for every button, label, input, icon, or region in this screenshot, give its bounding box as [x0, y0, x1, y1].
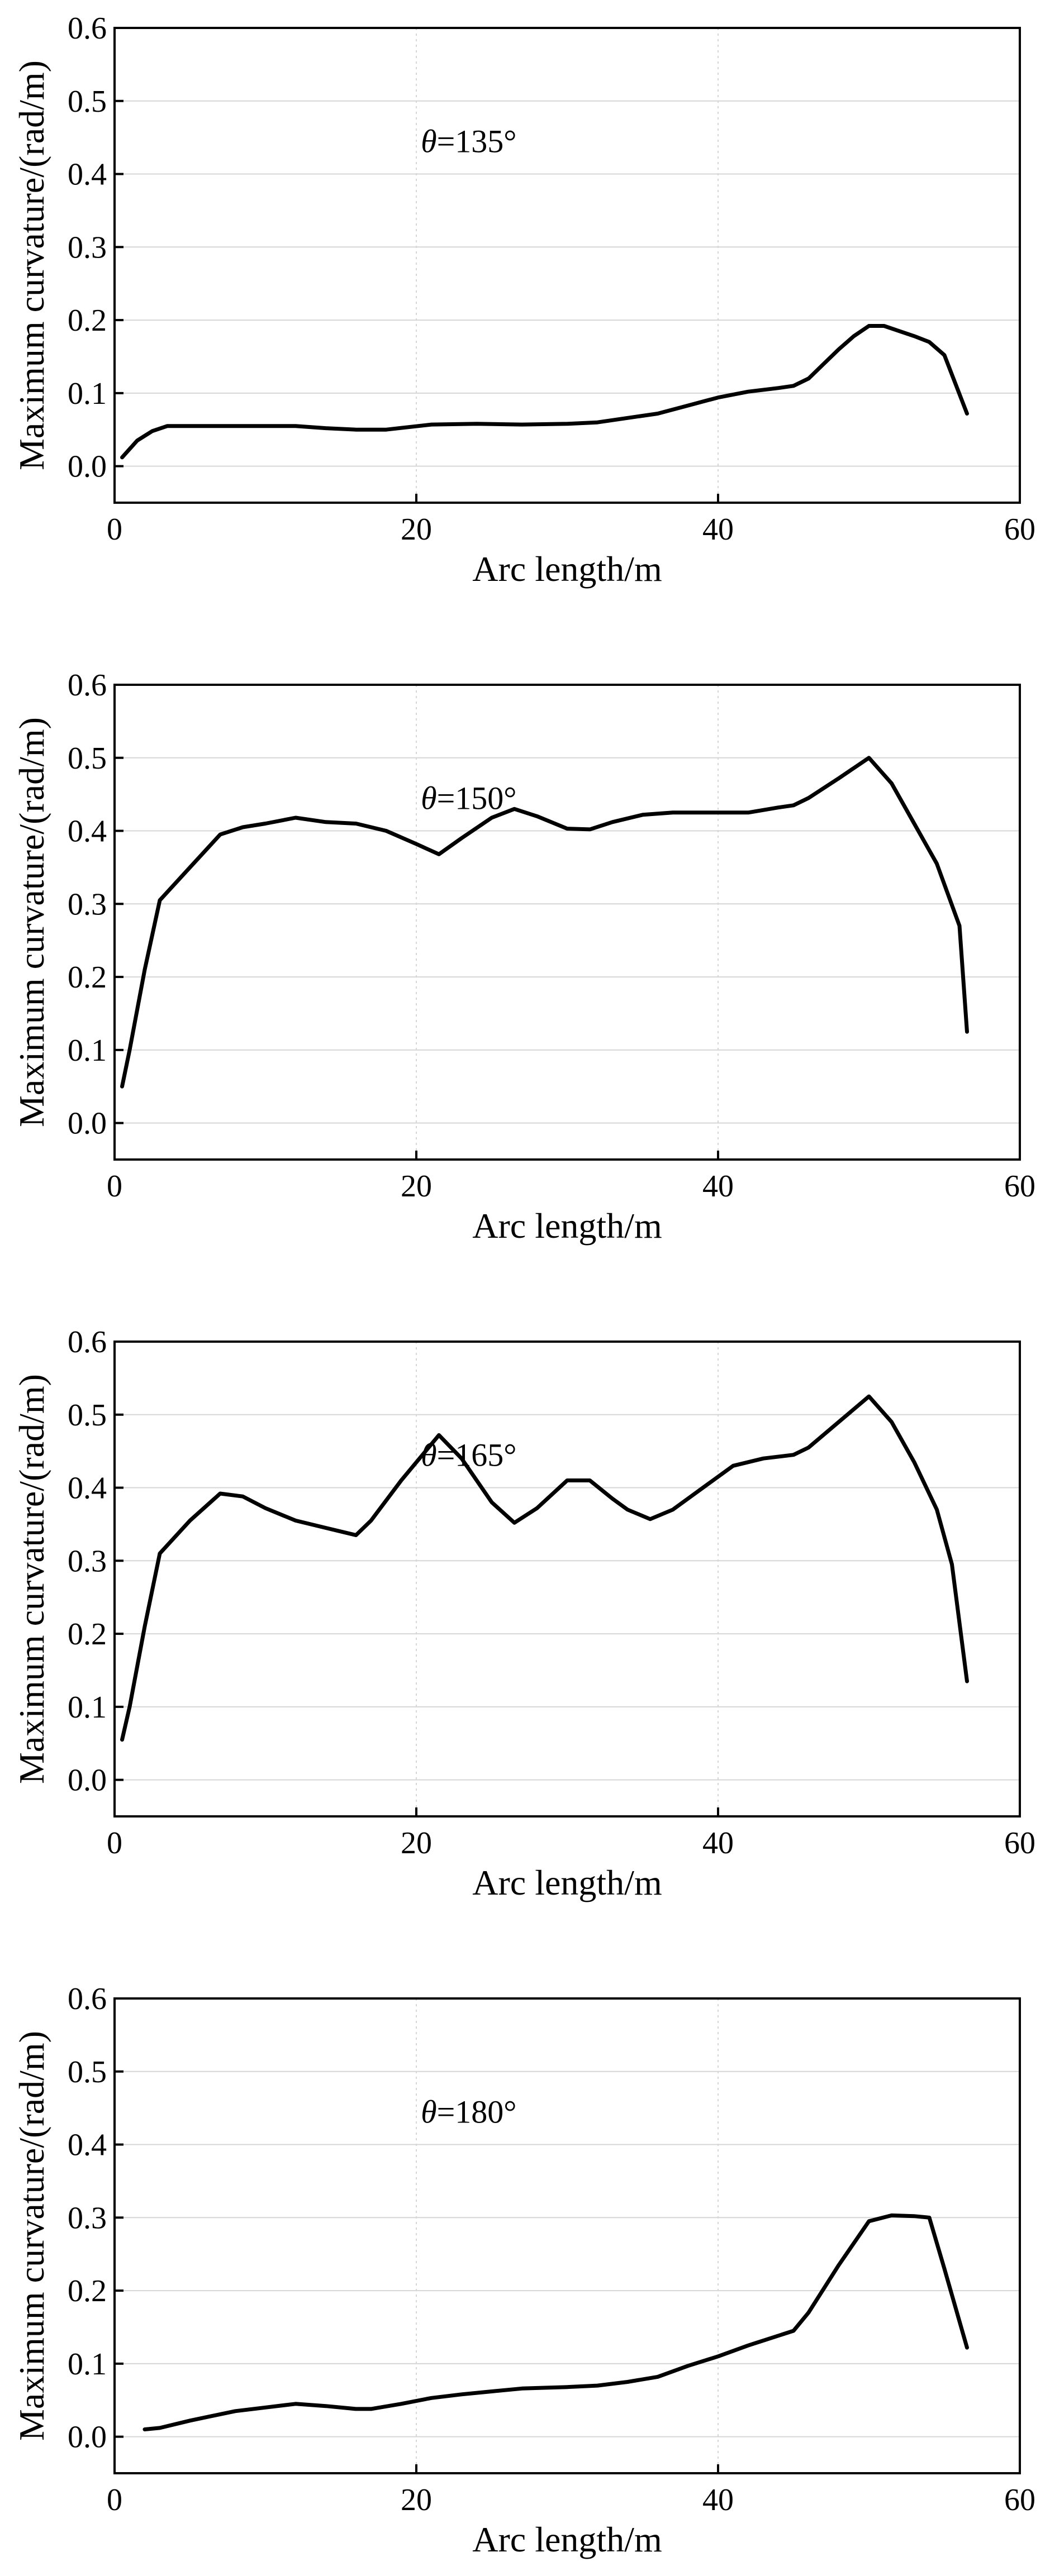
y-tick-label: 0.1: [68, 2347, 107, 2382]
x-tick-label: 60: [1004, 2483, 1035, 2517]
y-tick-label: 0.4: [68, 1471, 107, 1506]
y-axis-title: Maximum curvature/(rad/m): [12, 60, 51, 470]
y-tick-label: 0.4: [68, 814, 107, 849]
x-tick-label: 20: [401, 1826, 432, 1861]
x-tick-label: 60: [1004, 1169, 1035, 1204]
plot-frame: [113, 684, 1021, 1161]
plot-frame: [113, 1341, 1021, 1817]
y-tick-label: 0.6: [68, 668, 107, 703]
theta-annotation: θ=180°: [421, 2093, 516, 2130]
x-axis-title: Arc length/m: [472, 549, 662, 589]
x-tick-label: 20: [401, 1169, 432, 1204]
y-tick-label: 0.2: [68, 960, 107, 995]
theta-annotation: θ=165°: [421, 1437, 516, 1473]
y-tick-label: 0.3: [68, 887, 107, 922]
theta-symbol: θ: [421, 1437, 437, 1473]
y-tick-label: 0.1: [68, 1690, 107, 1725]
y-tick-label: 0.5: [68, 2055, 107, 2090]
chart-panel-3: 0.0 0.1 0.2 0.3 0.4 0.5 0.6 0 20 40 60 θ=165° Arc le…: [12, 1325, 1035, 1902]
theta-value: =165°: [437, 1437, 517, 1473]
y-tick-label: 0.5: [68, 84, 107, 119]
theta-annotation: θ=150°: [421, 780, 516, 816]
series-line: [120, 324, 969, 460]
y-tick-label: 0.3: [68, 230, 107, 265]
plot-frame: [113, 1997, 1021, 2474]
series-line: [120, 1394, 969, 1742]
series-line: [142, 2213, 969, 2431]
x-axis-title: Arc length/m: [472, 2520, 662, 2559]
theta-symbol: θ: [421, 780, 437, 816]
y-tick-label: 0.4: [68, 158, 107, 192]
x-tick-label: 0: [107, 2483, 122, 2517]
y-tick-label: 0.3: [68, 2201, 107, 2235]
y-tick-label: 0.0: [68, 450, 107, 484]
y-axis-title: Maximum curvature/(rad/m): [12, 1374, 51, 1784]
x-tick-label: 40: [702, 512, 734, 547]
y-tick-label: 0.6: [68, 11, 107, 46]
x-tick-label: 60: [1004, 1826, 1035, 1861]
y-axis-title: Maximum curvature/(rad/m): [12, 2031, 51, 2441]
y-tick-label: 0.6: [68, 1325, 107, 1359]
theta-value: =150°: [437, 780, 517, 816]
x-tick-label: 0: [107, 1826, 122, 1861]
y-tick-label: 0.6: [68, 1982, 107, 2016]
theta-symbol: θ: [421, 2093, 437, 2130]
y-tick-label: 0.4: [68, 2128, 107, 2163]
chart-panel-4: 0.0 0.1 0.2 0.3 0.4 0.5 0.6 0 20 40 60 θ=180° Arc le…: [12, 1982, 1035, 2559]
x-tick-label: 40: [702, 2483, 734, 2517]
y-tick-label: 0.5: [68, 741, 107, 776]
theta-value: =135°: [437, 123, 517, 159]
theta-value: =180°: [437, 2093, 517, 2130]
x-tick-label: 20: [401, 512, 432, 547]
y-tick-label: 0.5: [68, 1398, 107, 1433]
x-tick-label: 20: [401, 2483, 432, 2517]
x-axis-title: Arc length/m: [472, 1863, 662, 1902]
y-tick-label: 0.0: [68, 1763, 107, 1798]
y-tick-label: 0.1: [68, 1033, 107, 1068]
plot-frame: [113, 27, 1021, 504]
y-tick-label: 0.2: [68, 1617, 107, 1652]
y-axis-title: Maximum curvature/(rad/m): [12, 717, 51, 1127]
series-line: [120, 756, 969, 1089]
y-tick-label: 0.2: [68, 2274, 107, 2308]
x-tick-label: 0: [107, 1169, 122, 1204]
x-tick-label: 60: [1004, 512, 1035, 547]
chart-panel-1: 0.0 0.1 0.2 0.3 0.4 0.5 0.6 0 20 40 60 θ=135° Arc le…: [12, 11, 1035, 589]
y-tick-label: 0.3: [68, 1544, 107, 1578]
y-tick-label: 0.1: [68, 376, 107, 411]
x-tick-label: 40: [702, 1169, 734, 1204]
x-tick-label: 0: [107, 512, 122, 547]
y-tick-label: 0.0: [68, 1106, 107, 1141]
y-tick-label: 0.2: [68, 303, 107, 338]
theta-annotation: θ=135°: [421, 123, 516, 159]
theta-symbol: θ: [421, 123, 437, 159]
y-tick-label: 0.0: [68, 2420, 107, 2455]
chart-panel-2: 0.0 0.1 0.2 0.3 0.4 0.5 0.6 0 20 40 60 θ=150° Arc le…: [12, 668, 1035, 1246]
x-tick-label: 40: [702, 1826, 734, 1861]
x-axis-title: Arc length/m: [472, 1206, 662, 1246]
